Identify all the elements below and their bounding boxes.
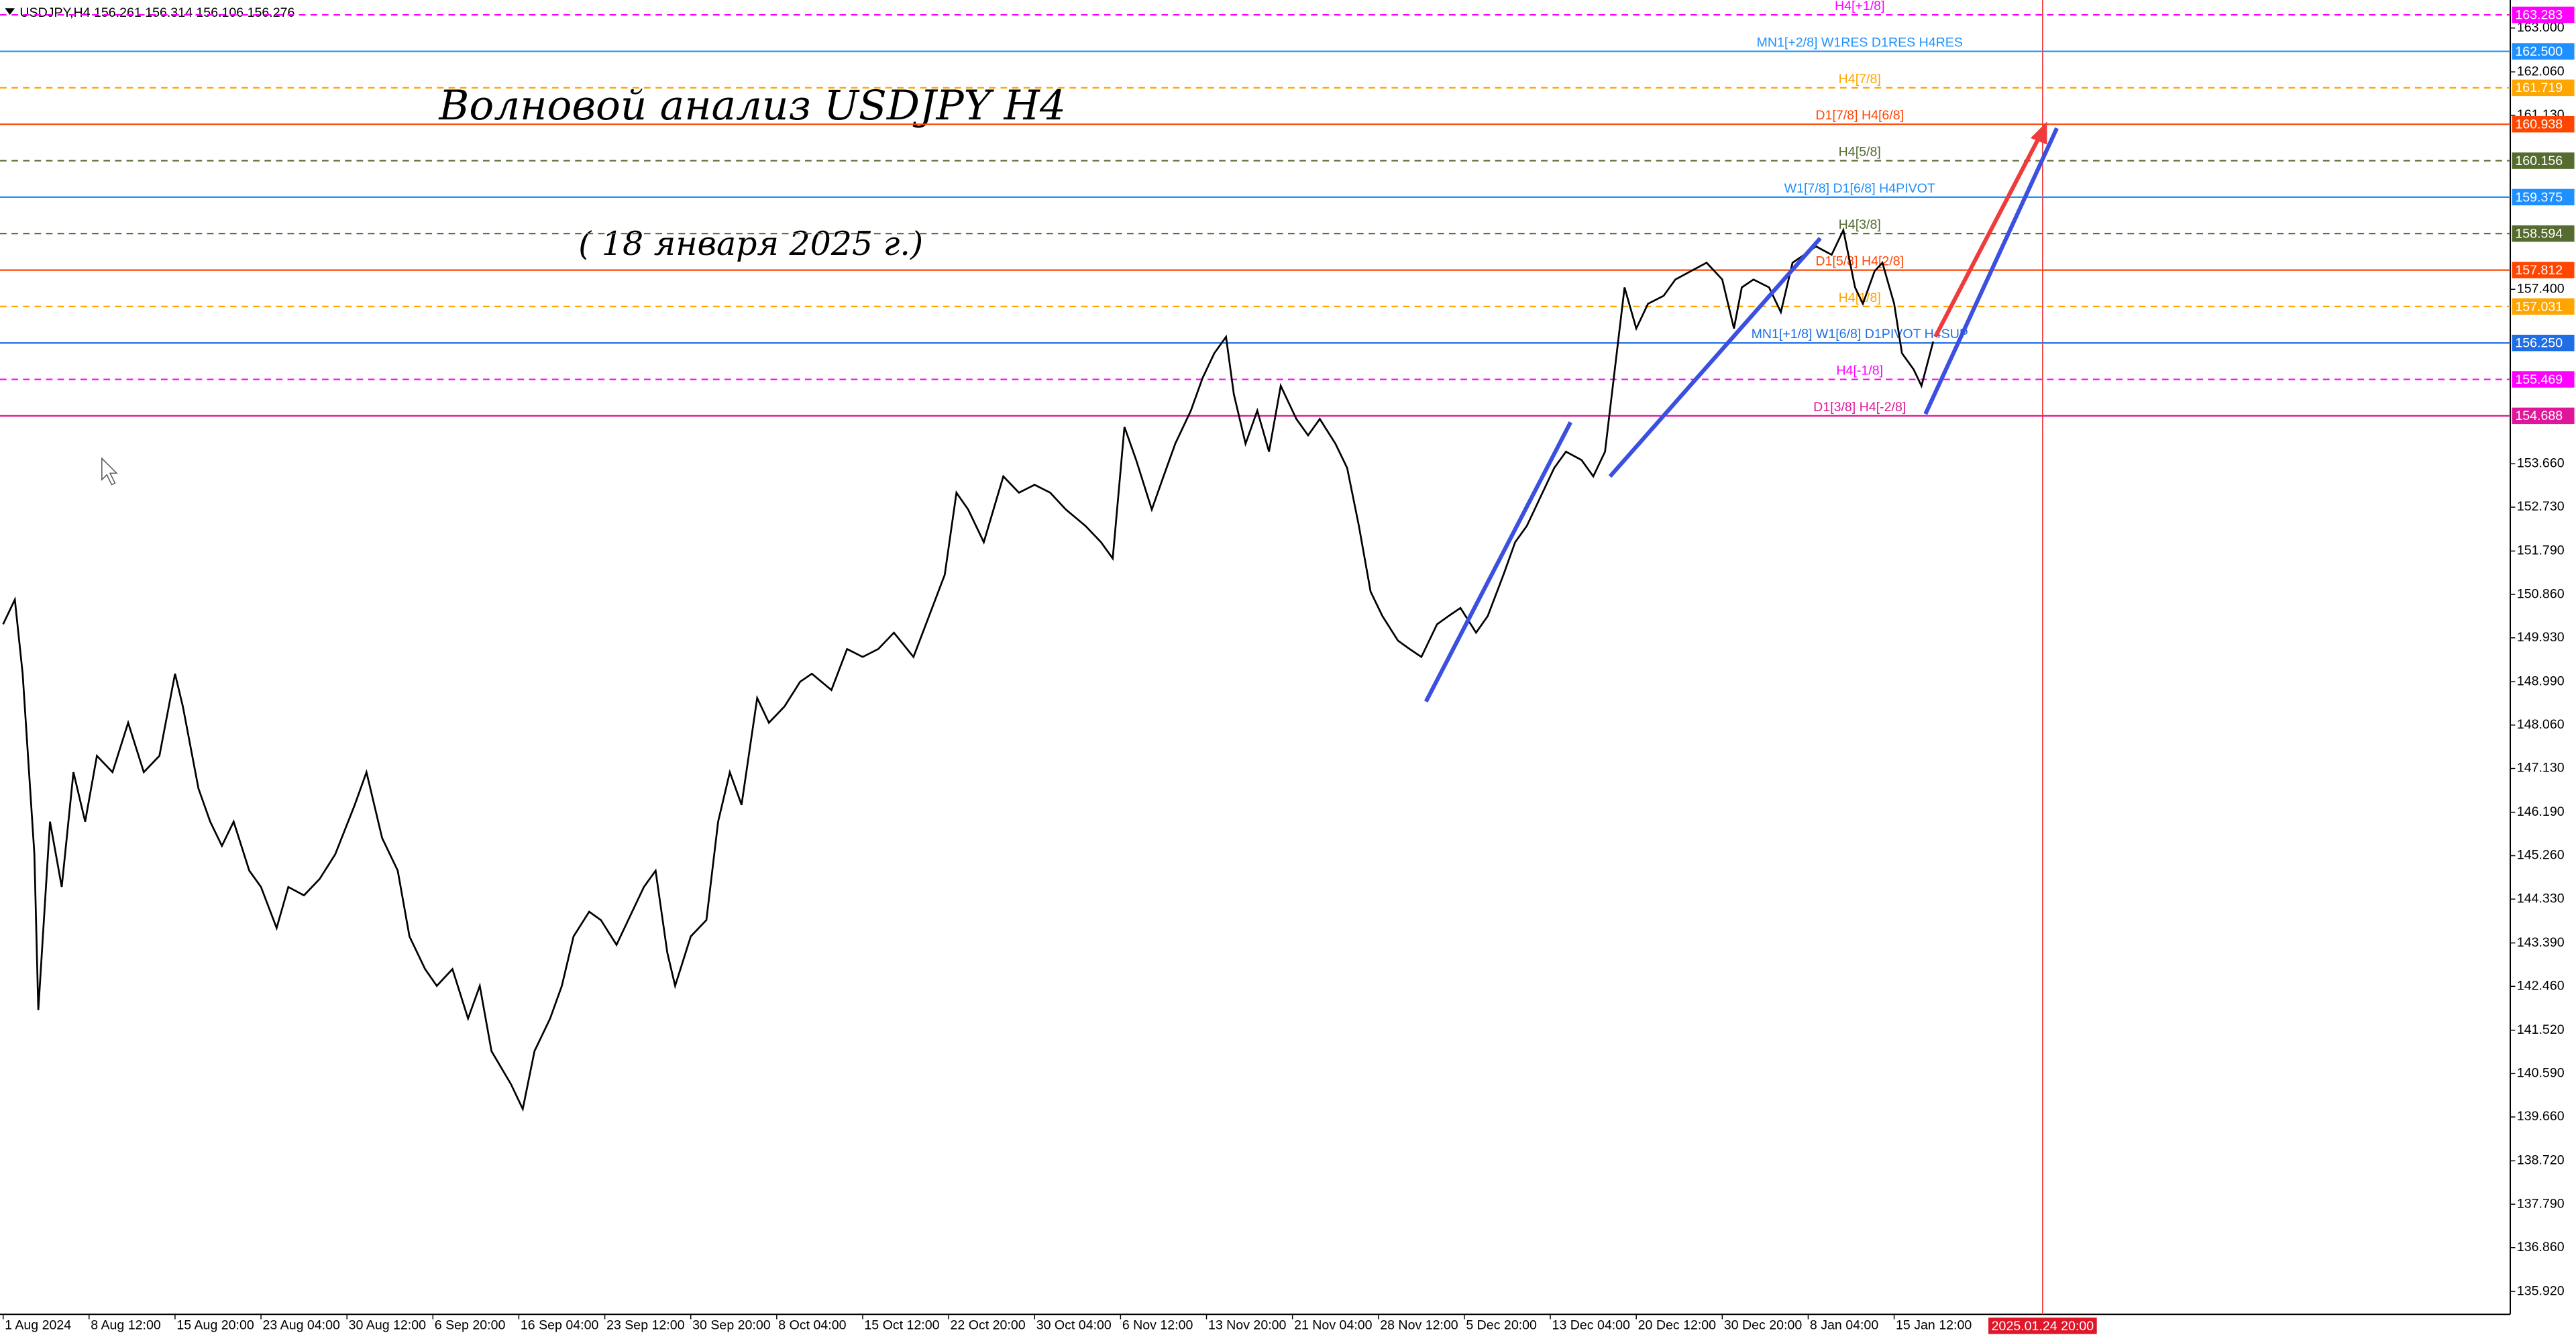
chart-title: Волновой анализ USDJPY H4 <box>438 82 1066 129</box>
level-tag <box>2512 6 2575 23</box>
level-tag <box>2512 298 2575 315</box>
y-tick-label: 162.060 <box>2517 64 2565 78</box>
y-tick-label: 157.400 <box>2517 281 2565 296</box>
wave-line <box>1608 237 1822 478</box>
level-tag <box>2512 43 2575 60</box>
y-tick-label: 163.000 <box>2517 20 2565 35</box>
x-tick-label: 22 Oct 20:00 <box>951 1318 1026 1333</box>
level-price: 163.283 <box>2515 7 2563 22</box>
y-tick-label: 152.730 <box>2517 499 2565 514</box>
y-tick-label: 141.520 <box>2517 1022 2565 1037</box>
y-tick-label: 153.660 <box>2517 456 2565 471</box>
x-tick-label: 23 Aug 04:00 <box>263 1318 341 1333</box>
wave-line <box>1923 127 2059 415</box>
level-label: D1[3/8] H4[-2/8] <box>1813 400 1906 415</box>
level-price: 160.156 <box>2515 154 2563 168</box>
x-tick-label: 15 Jan 12:00 <box>1896 1318 1972 1333</box>
x-tick-label: 20 Dec 12:00 <box>1638 1318 1717 1333</box>
level-label: H4[5/8] <box>1839 144 1881 159</box>
y-tick-label: 151.790 <box>2517 543 2565 558</box>
level-label: D1[7/8] H4[6/8] <box>1815 108 1904 123</box>
y-tick-label: 135.920 <box>2517 1283 2565 1298</box>
x-tick-label: 15 Oct 12:00 <box>864 1318 939 1333</box>
future-tag <box>1988 1318 2097 1334</box>
y-tick-label: 147.130 <box>2517 761 2565 775</box>
x-tick-label: 21 Nov 04:00 <box>1294 1318 1373 1333</box>
header: USDJPY,H4 156.261 156.314 156.106 156.27… <box>19 5 294 20</box>
y-tick-label: 145.260 <box>2517 848 2565 863</box>
y-tick-label: 146.190 <box>2517 804 2565 819</box>
x-tick-label: 30 Sep 20:00 <box>692 1318 771 1333</box>
level-tag <box>2512 79 2575 97</box>
y-tick-label: 139.660 <box>2517 1109 2565 1124</box>
level-price: 161.719 <box>2515 81 2563 95</box>
level-tag <box>2512 407 2575 425</box>
level-label: MN1[+2/8] W1RES D1RES H4RES <box>1757 35 1963 50</box>
y-tick-label: 140.590 <box>2517 1066 2565 1081</box>
level-label: W1[7/8] D1[6/8] H4PIVOT <box>1784 181 1935 196</box>
x-tick-label: 30 Oct 04:00 <box>1036 1318 1112 1333</box>
level-tag <box>2512 115 2575 133</box>
level-price: 159.375 <box>2515 190 2563 205</box>
x-tick-label: 23 Sep 12:00 <box>606 1318 685 1333</box>
level-price: 157.031 <box>2515 299 2563 314</box>
y-tick-label: 143.390 <box>2517 935 2565 950</box>
y-tick-label: 148.060 <box>2517 717 2565 732</box>
x-tick-label: 1 Aug 2024 <box>5 1318 71 1333</box>
level-price: 162.500 <box>2515 44 2563 59</box>
x-tick-label: 30 Aug 12:00 <box>349 1318 427 1333</box>
chart-subtitle: ( 18 января 2025 г.) <box>578 225 923 263</box>
level-price: 156.250 <box>2515 336 2563 351</box>
level-price: 157.812 <box>2515 263 2563 278</box>
x-tick-label: 16 Sep 04:00 <box>521 1318 599 1333</box>
level-tag <box>2512 225 2575 242</box>
y-tick-label: 142.460 <box>2517 978 2565 993</box>
arrow-head <box>2030 121 2047 145</box>
forecast-arrow <box>1933 133 2043 338</box>
x-tick-label: 30 Dec 20:00 <box>1724 1318 1803 1333</box>
y-tick-label: 136.860 <box>2517 1240 2565 1254</box>
y-tick-label: 144.330 <box>2517 891 2565 906</box>
wave-line <box>1424 421 1572 703</box>
y-tick-label: 138.720 <box>2517 1153 2565 1168</box>
level-label: H4[+1/8] <box>1835 0 1885 13</box>
future-label: 2025.01.24 20:00 <box>1992 1319 2094 1334</box>
level-price: 154.688 <box>2515 409 2563 423</box>
x-tick-label: 8 Aug 12:00 <box>91 1318 161 1333</box>
level-price: 160.938 <box>2515 117 2563 132</box>
y-tick-label: 148.990 <box>2517 674 2565 688</box>
level-label: H4[3/8] <box>1839 217 1881 232</box>
x-tick-label: 5 Dec 20:00 <box>1466 1318 1537 1333</box>
level-tag <box>2512 262 2575 278</box>
x-tick-label: 13 Dec 04:00 <box>1552 1318 1630 1333</box>
wave-annotations <box>1424 121 2059 703</box>
level-label: D1[5/8] H4[2/8] <box>1815 254 1904 269</box>
level-tag <box>2512 189 2575 206</box>
level-label: H4[7/8] <box>1839 72 1881 87</box>
level-tag <box>2512 371 2575 388</box>
mouse-cursor <box>101 457 118 486</box>
x-tick-label: 13 Nov 20:00 <box>1208 1318 1287 1333</box>
level-label: MN1[+1/8] W1[6/8] D1PIVOT H4SUP <box>1752 327 1968 341</box>
y-tick-label: 137.790 <box>2517 1196 2565 1211</box>
x-tick-label: 6 Nov 12:00 <box>1122 1318 1193 1333</box>
x-tick-label: 28 Nov 12:00 <box>1380 1318 1458 1333</box>
level-tag <box>2512 334 2575 352</box>
y-tick-label: 150.860 <box>2517 586 2565 601</box>
level-tag <box>2512 152 2575 169</box>
y-tick-label: 149.930 <box>2517 630 2565 645</box>
x-tick-label: 15 Aug 20:00 <box>176 1318 254 1333</box>
x-tick-label: 8 Jan 04:00 <box>1810 1318 1878 1333</box>
level-label: H4[-1/8] <box>1836 363 1883 378</box>
price-line <box>2 227 1935 1112</box>
level-price: 155.469 <box>2515 372 2563 387</box>
level-price: 158.594 <box>2515 227 2563 242</box>
menu-triangle[interactable] <box>5 8 15 15</box>
x-tick-label: 6 Sep 20:00 <box>435 1318 506 1333</box>
x-tick-label: 8 Oct 04:00 <box>778 1318 846 1333</box>
